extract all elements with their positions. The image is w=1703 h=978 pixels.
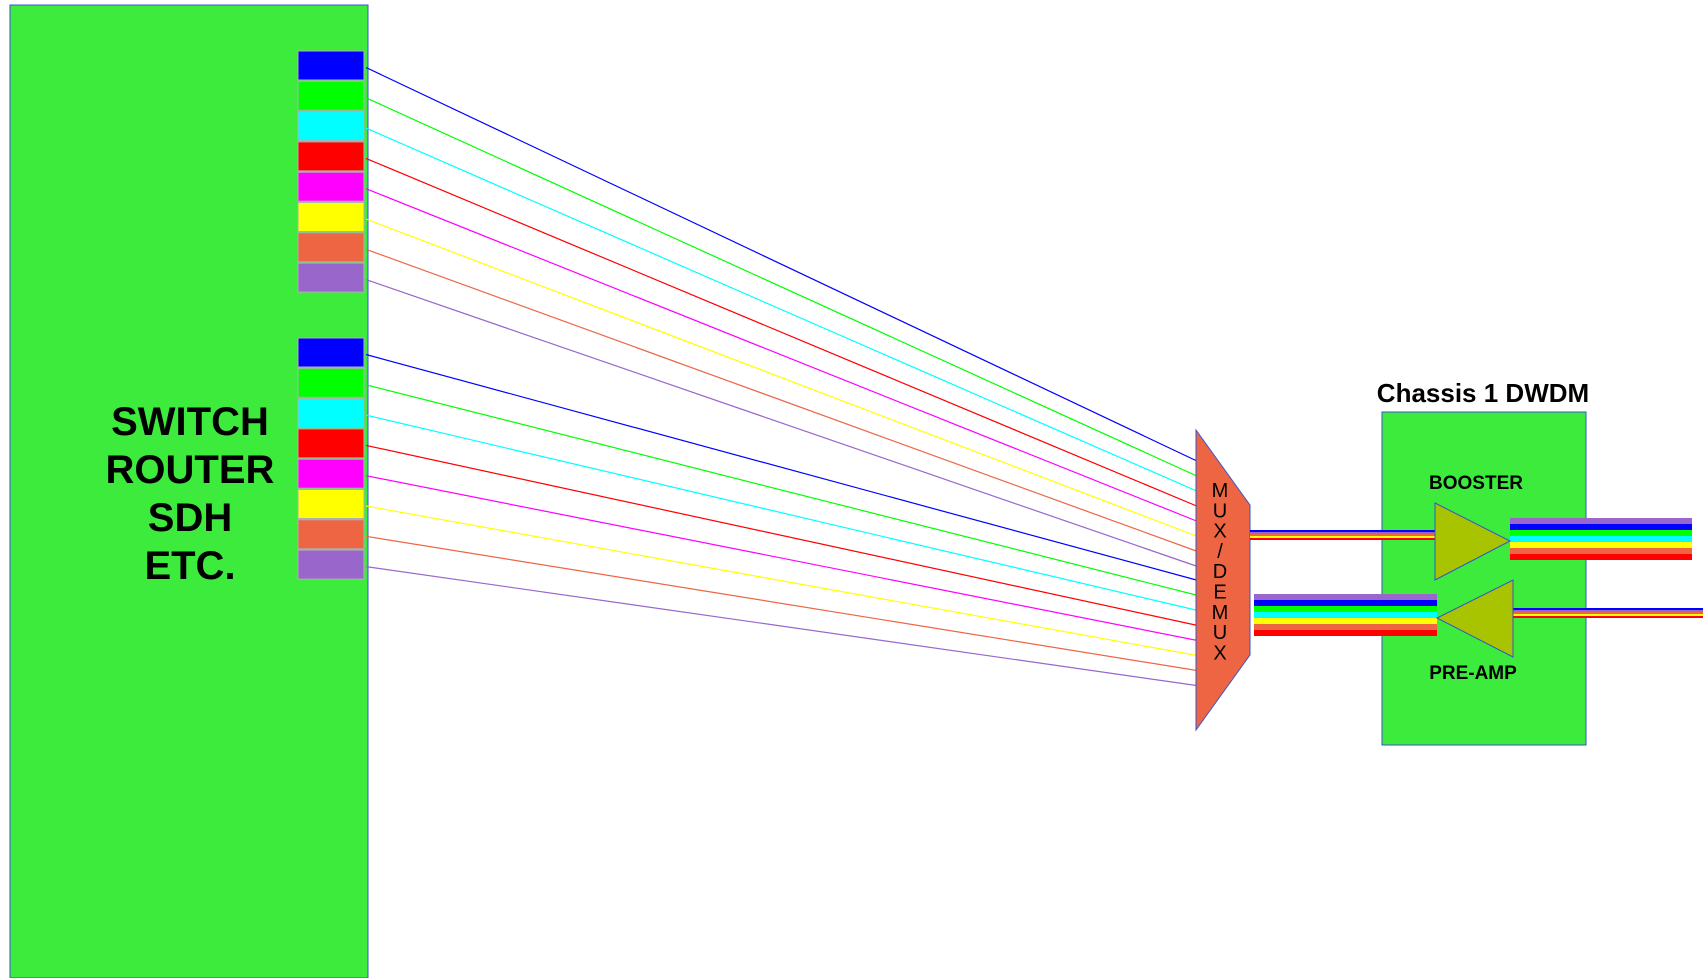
mux-label-char: X bbox=[1213, 642, 1226, 664]
device-label-line: ROUTER bbox=[106, 448, 275, 492]
fiber-stripe bbox=[1250, 534, 1435, 536]
fiber-stripe bbox=[1250, 532, 1435, 534]
fiber-stripe bbox=[1510, 530, 1692, 536]
port bbox=[297, 489, 365, 519]
mux-demux-shape bbox=[1195, 428, 1251, 732]
mux-to-booster-bundle bbox=[1250, 530, 1435, 540]
mux-label-char: U bbox=[1213, 500, 1227, 522]
chassis-title: Chassis 1 DWDM bbox=[1377, 378, 1589, 408]
fiber-bundles bbox=[1250, 518, 1703, 636]
port bbox=[297, 202, 365, 232]
fiber-line bbox=[365, 66, 1200, 463]
fiber-stripe bbox=[1254, 624, 1437, 630]
fiber-line bbox=[365, 505, 1201, 657]
port bbox=[297, 549, 365, 580]
fiber-line bbox=[365, 248, 1200, 553]
fiber-line bbox=[365, 535, 1201, 672]
port bbox=[297, 428, 365, 459]
port bbox=[297, 367, 365, 398]
port bbox=[297, 171, 365, 202]
line-input-bundle bbox=[1513, 608, 1703, 618]
chassis-box bbox=[1381, 411, 1587, 746]
fiber-stripe bbox=[1250, 530, 1435, 532]
fiber-line bbox=[365, 414, 1201, 612]
mux-label-char: / bbox=[1217, 541, 1223, 563]
fiber-line bbox=[365, 157, 1200, 508]
booster-output-bundle bbox=[1510, 518, 1692, 560]
preamp-to-mux-bundle bbox=[1254, 594, 1437, 636]
fiber-line bbox=[365, 127, 1200, 493]
fiber-stripe bbox=[1510, 548, 1692, 554]
fiber-stripe bbox=[1510, 518, 1692, 524]
booster-amplifier bbox=[1434, 502, 1512, 581]
device-label-line: ETC. bbox=[144, 544, 235, 588]
port bbox=[297, 519, 365, 550]
fiber-stripe bbox=[1513, 616, 1703, 618]
fiber-stripe bbox=[1250, 538, 1435, 540]
fiber-line bbox=[365, 188, 1200, 523]
fiber-stripe bbox=[1254, 594, 1437, 600]
fiber-line bbox=[365, 444, 1201, 627]
fiber-line bbox=[365, 97, 1200, 478]
chassis-dwdm: Chassis 1 DWDM bbox=[1377, 378, 1589, 746]
mux-label-char: X bbox=[1213, 521, 1226, 543]
fiber-line bbox=[365, 566, 1201, 687]
booster-label: BOOSTER bbox=[1429, 473, 1523, 494]
mux-label-char: E bbox=[1213, 582, 1226, 604]
mux-label-char: M bbox=[1212, 480, 1229, 502]
fiber-stripe bbox=[1254, 630, 1437, 636]
port bbox=[297, 232, 365, 263]
fiber-stripe bbox=[1254, 600, 1437, 606]
mux-label-char: M bbox=[1212, 602, 1229, 624]
fiber-stripe bbox=[1513, 610, 1703, 612]
port bbox=[297, 141, 365, 172]
fiber-stripe bbox=[1254, 606, 1437, 612]
fiber-stripe bbox=[1510, 536, 1692, 542]
port bbox=[297, 398, 365, 429]
port-group-upper bbox=[297, 50, 365, 293]
port bbox=[297, 337, 365, 368]
port bbox=[297, 458, 365, 489]
preamp-amplifier bbox=[1435, 579, 1514, 658]
fiber-stripe bbox=[1254, 618, 1437, 624]
fiber-stripe bbox=[1250, 536, 1435, 538]
port bbox=[297, 111, 365, 142]
preamp-label: PRE-AMP bbox=[1429, 663, 1517, 684]
fiber-stripe bbox=[1513, 612, 1703, 614]
fiber-line bbox=[365, 475, 1201, 642]
fiber-stripe bbox=[1513, 614, 1703, 616]
fiber-line bbox=[365, 218, 1200, 538]
fiber-stripe bbox=[1510, 542, 1692, 548]
port bbox=[297, 80, 365, 111]
fiber-stripe bbox=[1513, 608, 1703, 610]
fiber-stripe bbox=[1510, 554, 1692, 560]
device-label-line: SDH bbox=[148, 496, 232, 540]
port-group-lower bbox=[297, 337, 365, 580]
port bbox=[297, 262, 365, 293]
fiber-line bbox=[365, 353, 1201, 582]
fiber-lines bbox=[365, 66, 1201, 687]
fiber-stripe bbox=[1254, 612, 1437, 618]
port bbox=[297, 50, 365, 81]
mux-label-char: U bbox=[1213, 622, 1227, 644]
device-label-line: SWITCH bbox=[111, 400, 269, 444]
fiber-stripe bbox=[1510, 524, 1692, 530]
mux-label-char: D bbox=[1213, 561, 1227, 583]
fiber-line bbox=[365, 384, 1201, 597]
fiber-line bbox=[365, 279, 1200, 568]
